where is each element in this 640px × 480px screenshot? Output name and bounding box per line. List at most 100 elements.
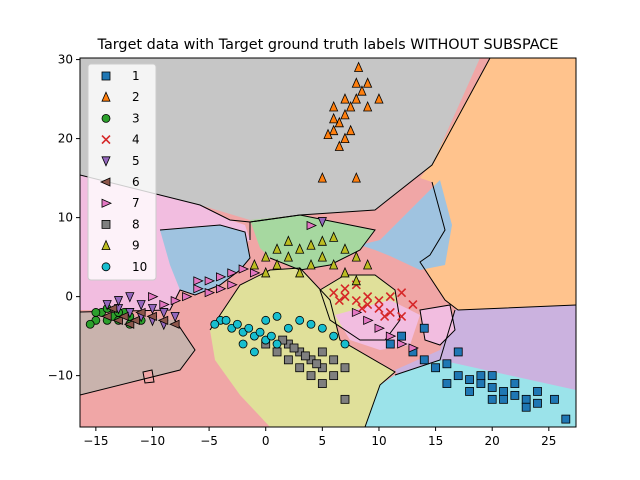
- region-4: [360, 180, 452, 270]
- point-class-10: [266, 331, 276, 341]
- y-tick-label: 10: [58, 211, 73, 225]
- point-class-1: [465, 375, 474, 384]
- point-class-4: [374, 296, 384, 306]
- plot-frame: [79, 57, 577, 428]
- point-class-2: [374, 93, 384, 104]
- point-class-8: [317, 347, 327, 357]
- legend-label-8: 8: [132, 217, 140, 231]
- point-class-7: [159, 299, 170, 310]
- point-class-4: [397, 311, 407, 321]
- legend-item-7: 7: [101, 196, 140, 210]
- series-10: [210, 311, 350, 357]
- point-class-7: [216, 284, 227, 294]
- legend-label-4: 4: [132, 133, 140, 147]
- point-class-1: [561, 414, 571, 424]
- y-axis: −10 0 10 20 30: [48, 53, 80, 383]
- point-class-2: [363, 77, 373, 88]
- point-class-1: [465, 387, 474, 396]
- point-class-1: [487, 383, 497, 392]
- point-class-1: [419, 323, 429, 333]
- point-class-1: [419, 355, 429, 365]
- point-class-9: [351, 251, 361, 262]
- point-class-10: [249, 347, 259, 357]
- legend-item-5: 5: [101, 154, 140, 168]
- point-class-7: [397, 339, 408, 349]
- point-class-3: [85, 319, 95, 329]
- region-region-green: [250, 215, 375, 270]
- x-tick-label: 15: [428, 434, 443, 448]
- point-class-9: [261, 266, 271, 278]
- point-class-4: [329, 288, 339, 298]
- point-class-9: [295, 266, 305, 278]
- point-class-1: [533, 387, 542, 396]
- point-class-1: [442, 359, 452, 369]
- legend-label-1: 1: [132, 69, 140, 83]
- point-class-9: [272, 259, 282, 270]
- point-class-9: [317, 251, 327, 262]
- point-class-6: [169, 319, 180, 329]
- point-class-5: [125, 292, 135, 303]
- point-class-8: [300, 351, 310, 361]
- point-class-6: [123, 319, 135, 329]
- point-class-8: [329, 371, 339, 381]
- point-class-9: [283, 235, 293, 246]
- point-class-1: [397, 331, 407, 341]
- point-class-4: [340, 292, 350, 302]
- point-class-1: [533, 398, 542, 408]
- legend-item-6: 6: [100, 175, 140, 189]
- point-class-1: [521, 402, 531, 412]
- legend-label-7: 7: [132, 196, 140, 210]
- point-class-10: [221, 315, 231, 325]
- point-class-7: [182, 292, 193, 302]
- point-class-3: [91, 308, 101, 317]
- point-class-2: [346, 101, 356, 112]
- legend-label-2: 2: [132, 90, 140, 104]
- point-class-4: [340, 284, 350, 294]
- point-class-2: [340, 132, 350, 143]
- point-class-9: [363, 259, 373, 270]
- point-class-10: [272, 311, 282, 321]
- legend-item-8: 8: [101, 217, 140, 231]
- legend-marker-3: [101, 114, 111, 123]
- point-class-10: [210, 319, 220, 329]
- point-class-10: [317, 323, 327, 333]
- region-red-small: [143, 370, 154, 383]
- point-class-9: [295, 243, 305, 254]
- point-class-1: [521, 394, 531, 404]
- legend-label-10: 10: [132, 260, 147, 274]
- series-7: [148, 220, 419, 353]
- point-class-1: [550, 394, 559, 404]
- point-class-4: [334, 296, 344, 306]
- point-class-6: [157, 315, 169, 325]
- point-class-2: [323, 128, 333, 140]
- point-class-4: [397, 288, 407, 298]
- x-tick-label: −15: [83, 434, 108, 448]
- point-class-2: [363, 101, 373, 112]
- legend-label-5: 5: [132, 154, 140, 168]
- point-class-6: [101, 311, 112, 321]
- point-class-10: [340, 339, 350, 349]
- point-class-10: [295, 315, 305, 325]
- y-tick-label: −10: [48, 369, 73, 383]
- point-class-9: [329, 259, 339, 270]
- point-class-8: [340, 394, 350, 404]
- point-class-7: [306, 220, 317, 231]
- point-class-10: [283, 323, 293, 333]
- point-class-1: [431, 363, 440, 373]
- point-class-9: [249, 259, 260, 270]
- point-class-2: [346, 124, 356, 136]
- point-class-7: [227, 268, 238, 278]
- point-class-6: [118, 311, 129, 321]
- series-9: [249, 231, 373, 286]
- region-6: [420, 58, 576, 310]
- point-class-8: [283, 355, 293, 365]
- data-points: [85, 61, 571, 424]
- series-8: [261, 335, 350, 404]
- point-class-8: [295, 363, 305, 373]
- series-2: [317, 61, 384, 183]
- point-class-9: [306, 239, 316, 250]
- legend-item-4: 4: [101, 133, 140, 147]
- series-1: [385, 323, 571, 424]
- point-class-7: [193, 276, 204, 286]
